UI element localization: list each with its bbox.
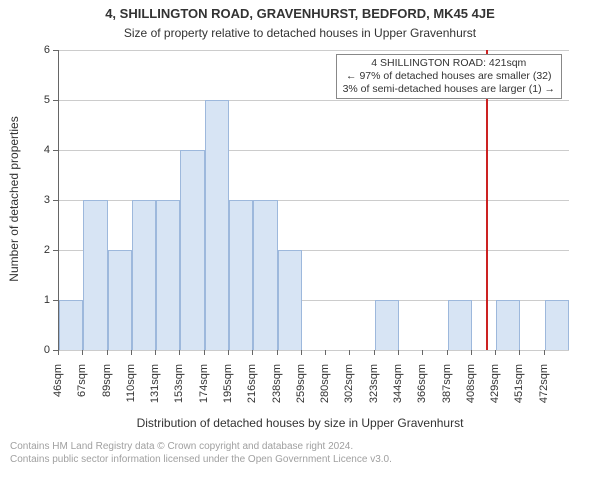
histogram-bar	[229, 200, 253, 350]
ytick-label: 1	[30, 294, 50, 306]
xtick-label: 259sqm	[295, 364, 307, 424]
grid-line	[59, 100, 569, 101]
xtick-label: 67sqm	[76, 364, 88, 424]
annotation-line-3: 3% of semi-detached houses are larger (1…	[343, 83, 555, 96]
footer-line-2: Contains public sector information licen…	[10, 453, 392, 466]
y-axis-label: Number of detached properties	[7, 49, 21, 349]
histogram-bar	[132, 200, 156, 350]
xtick-mark	[58, 350, 59, 355]
xtick-label: 366sqm	[416, 364, 428, 424]
xtick-label: 110sqm	[125, 364, 137, 424]
xtick-label: 280sqm	[319, 364, 331, 424]
histogram-bar	[545, 300, 569, 350]
xtick-mark	[398, 350, 399, 355]
ytick-mark	[53, 200, 58, 201]
xtick-label: 238sqm	[271, 364, 283, 424]
xtick-label: 46sqm	[52, 364, 64, 424]
xtick-mark	[82, 350, 83, 355]
xtick-label: 153sqm	[173, 364, 185, 424]
grid-line	[59, 350, 569, 351]
ytick-label: 5	[30, 94, 50, 106]
footer-line-1: Contains HM Land Registry data © Crown c…	[10, 440, 392, 453]
ytick-label: 6	[30, 44, 50, 56]
grid-line	[59, 150, 569, 151]
annotation-line-1: 4 SHILLINGTON ROAD: 421sqm	[343, 57, 555, 70]
xtick-mark	[544, 350, 545, 355]
ytick-mark	[53, 100, 58, 101]
chart-container: 4, SHILLINGTON ROAD, GRAVENHURST, BEDFOR…	[0, 0, 600, 500]
xtick-mark	[471, 350, 472, 355]
ytick-mark	[53, 250, 58, 251]
xtick-label: 451sqm	[513, 364, 525, 424]
xtick-mark	[252, 350, 253, 355]
xtick-mark	[228, 350, 229, 355]
xtick-mark	[325, 350, 326, 355]
histogram-bar	[108, 250, 132, 350]
xtick-mark	[179, 350, 180, 355]
xtick-mark	[107, 350, 108, 355]
xtick-mark	[301, 350, 302, 355]
histogram-bar	[59, 300, 83, 350]
histogram-bar	[375, 300, 399, 350]
xtick-label: 472sqm	[538, 364, 550, 424]
xtick-mark	[204, 350, 205, 355]
chart-title: 4, SHILLINGTON ROAD, GRAVENHURST, BEDFOR…	[0, 6, 600, 21]
xtick-mark	[349, 350, 350, 355]
xtick-mark	[447, 350, 448, 355]
xtick-mark	[422, 350, 423, 355]
histogram-bar	[448, 300, 472, 350]
ytick-mark	[53, 150, 58, 151]
histogram-bar	[278, 250, 302, 350]
ytick-mark	[53, 300, 58, 301]
histogram-bar	[83, 200, 107, 350]
xtick-label: 131sqm	[149, 364, 161, 424]
chart-subtitle: Size of property relative to detached ho…	[0, 26, 600, 40]
ytick-label: 4	[30, 144, 50, 156]
xtick-label: 323sqm	[368, 364, 380, 424]
annotation-box: 4 SHILLINGTON ROAD: 421sqm← 97% of detac…	[336, 54, 562, 99]
ytick-mark	[53, 50, 58, 51]
annotation-line-2: ← 97% of detached houses are smaller (32…	[343, 70, 555, 83]
xtick-mark	[131, 350, 132, 355]
histogram-bar	[205, 100, 229, 350]
xtick-mark	[519, 350, 520, 355]
grid-line	[59, 50, 569, 51]
xtick-label: 216sqm	[246, 364, 258, 424]
histogram-bar	[496, 300, 520, 350]
histogram-bar	[253, 200, 277, 350]
xtick-mark	[374, 350, 375, 355]
xtick-mark	[155, 350, 156, 355]
histogram-bar	[156, 200, 180, 350]
xtick-label: 174sqm	[198, 364, 210, 424]
xtick-label: 302sqm	[343, 364, 355, 424]
xtick-label: 195sqm	[222, 364, 234, 424]
histogram-bar	[180, 150, 204, 350]
xtick-label: 89sqm	[101, 364, 113, 424]
xtick-label: 429sqm	[489, 364, 501, 424]
xtick-label: 344sqm	[392, 364, 404, 424]
ytick-label: 3	[30, 194, 50, 206]
xtick-mark	[495, 350, 496, 355]
xtick-label: 387sqm	[441, 364, 453, 424]
xtick-label: 408sqm	[465, 364, 477, 424]
ytick-label: 2	[30, 244, 50, 256]
footer: Contains HM Land Registry data © Crown c…	[10, 440, 392, 466]
ytick-label: 0	[30, 344, 50, 356]
xtick-mark	[277, 350, 278, 355]
